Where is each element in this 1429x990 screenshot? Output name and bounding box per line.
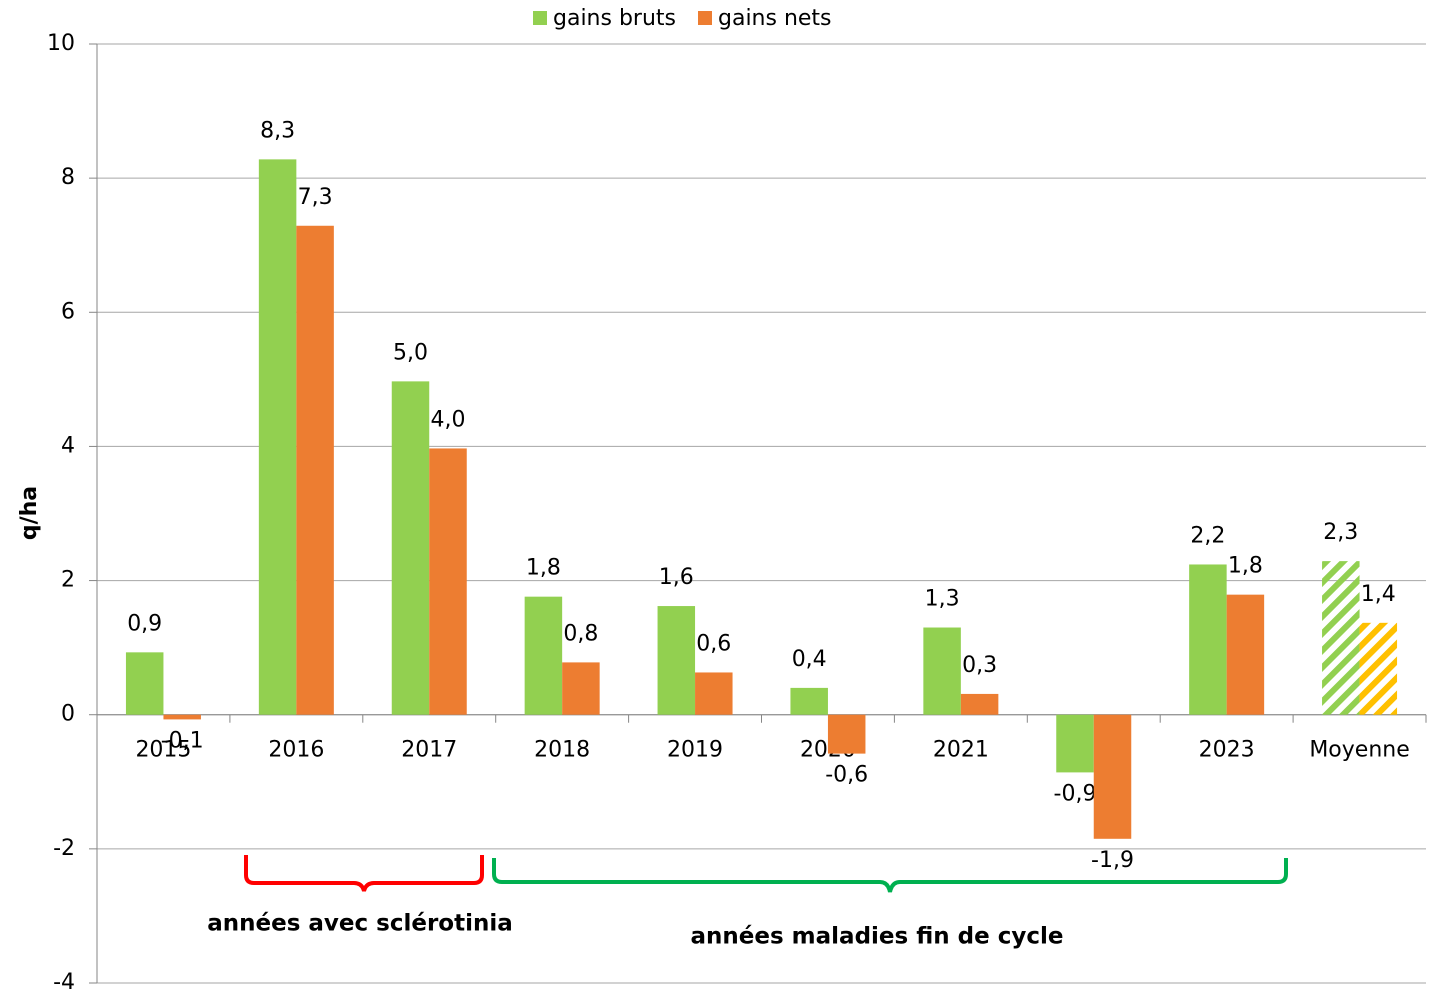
bar	[790, 687, 828, 715]
bar	[296, 225, 334, 715]
bar	[163, 714, 201, 720]
bar	[1189, 564, 1227, 715]
data-label: 0,8	[563, 621, 598, 646]
bar	[960, 693, 999, 715]
bar	[258, 159, 297, 715]
x-tick-label: 2017	[401, 738, 457, 763]
data-label: 1,3	[925, 587, 960, 612]
annotation: années maladies fin de cycle	[691, 924, 1064, 950]
x-tick-label: 2023	[1199, 738, 1255, 763]
data-label: 0,4	[792, 647, 827, 672]
x-tick-label: Moyenne	[1309, 738, 1409, 763]
y-tick-label: 8	[61, 165, 75, 190]
data-label: 1,4	[1361, 582, 1396, 607]
data-label: -0,1	[161, 728, 204, 753]
bar	[524, 596, 563, 715]
bar	[695, 672, 733, 715]
data-label: 1,8	[526, 556, 561, 581]
bar	[1359, 622, 1398, 715]
bar	[657, 606, 696, 715]
y-tick-label: -2	[53, 836, 75, 861]
data-label: 0,6	[696, 631, 731, 656]
x-tick-label: 2019	[667, 738, 723, 763]
data-label: 7,3	[298, 185, 333, 210]
data-label: -0,6	[825, 763, 868, 788]
y-tick-label: 10	[47, 31, 75, 56]
bar	[827, 714, 866, 754]
y-tick-label: -4	[53, 970, 75, 990]
data-label: 4,0	[431, 407, 466, 432]
y-axis-label: q/ha	[17, 486, 42, 540]
data-label: 5,0	[393, 340, 428, 365]
x-tick-label: 2015	[135, 738, 191, 763]
legend-swatch	[533, 11, 547, 25]
bar	[391, 381, 430, 715]
bar	[1093, 714, 1132, 839]
x-tick-label: 2016	[268, 738, 324, 763]
legend-swatch	[698, 11, 712, 25]
y-tick-label: 6	[61, 299, 75, 324]
bar	[1056, 714, 1094, 773]
y-tick-label: 4	[61, 433, 75, 458]
data-label: 0,3	[962, 653, 997, 678]
x-tick-label: 2018	[534, 738, 590, 763]
bar	[125, 652, 164, 715]
brace-maladies	[492, 858, 1288, 893]
legend-label: gains bruts	[553, 6, 676, 31]
y-tick-label: 2	[61, 568, 75, 593]
data-label: -1,9	[1091, 848, 1134, 873]
data-label: 1,8	[1228, 554, 1263, 579]
data-label: 2,2	[1190, 523, 1225, 548]
bar	[562, 662, 600, 715]
x-tick-label: 2021	[933, 738, 989, 763]
data-label: 2,3	[1323, 520, 1358, 545]
legend-label: gains nets	[718, 6, 832, 31]
bar	[1226, 594, 1265, 715]
brace-sclerotinia	[244, 855, 484, 892]
y-tick-label: 0	[61, 702, 75, 727]
bar	[1322, 561, 1360, 715]
data-label: 0,9	[127, 611, 162, 636]
annotation: années avec sclérotinia	[207, 911, 513, 937]
bar	[429, 448, 467, 715]
data-label: 1,6	[659, 565, 694, 590]
bar	[923, 627, 961, 715]
data-label: -0,9	[1054, 781, 1097, 806]
data-label: 8,3	[260, 118, 295, 143]
